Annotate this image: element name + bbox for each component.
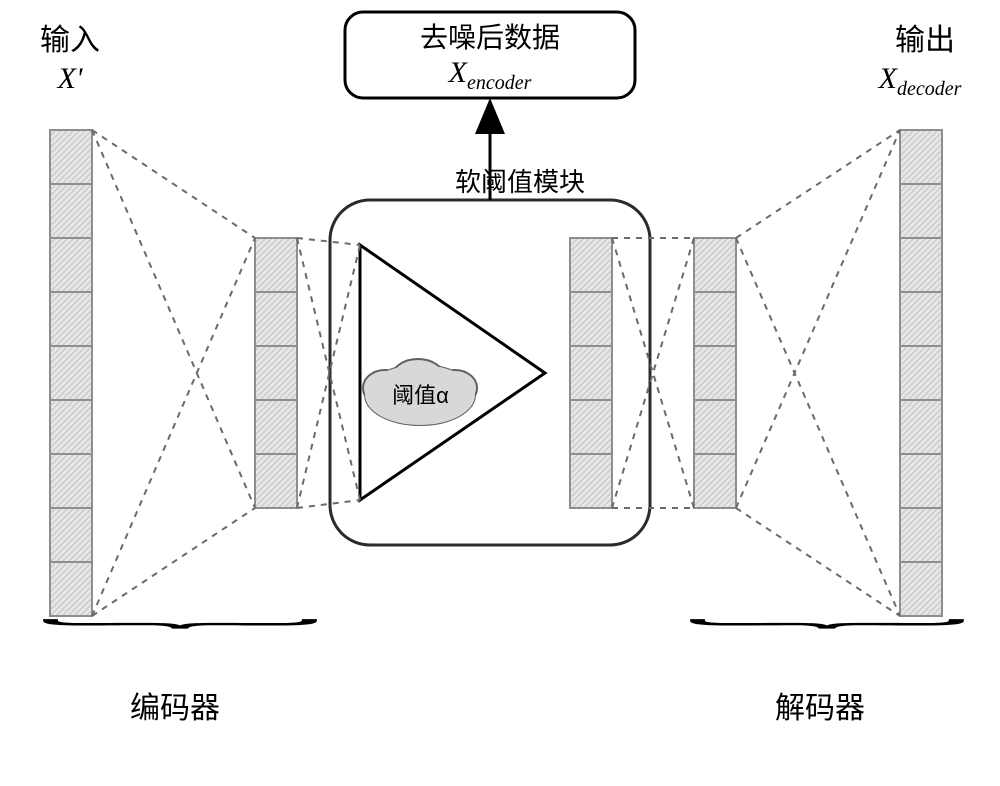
denoised-title: 去噪后数据 — [345, 20, 635, 55]
encoder-label: 编码器 — [95, 690, 255, 728]
output-var-prefix: X — [879, 62, 897, 95]
encoder-hidden-stack — [255, 238, 297, 508]
output-stack — [900, 130, 942, 616]
input-title: 输入 — [15, 22, 125, 60]
threshold-label: 阈值α — [368, 382, 473, 410]
denoised-var-prefix: X — [449, 56, 467, 89]
diagram-canvas: 输入 X' 输出 Xdecoder 去噪后数据 Xencoder 软阈值模块 阈… — [0, 0, 1000, 786]
mid-stack — [570, 238, 612, 508]
input-stack — [50, 130, 92, 616]
denoised-var: Xencoder — [345, 54, 635, 96]
soft-threshold-module-label: 软阈值模块 — [390, 166, 650, 199]
decoder-label: 解码器 — [740, 690, 900, 728]
decoder-hidden-stack — [694, 238, 736, 508]
output-var: Xdecoder — [830, 60, 1000, 102]
output-var-sub: decoder — [897, 78, 961, 100]
input-var: X' — [15, 60, 125, 98]
encoder-brace: ︸ — [36, 608, 324, 660]
diagram-svg — [0, 0, 1000, 786]
denoised-var-sub: encoder — [467, 72, 531, 94]
decoder-brace: ︸ — [683, 608, 971, 660]
output-title: 输出 — [870, 22, 980, 60]
